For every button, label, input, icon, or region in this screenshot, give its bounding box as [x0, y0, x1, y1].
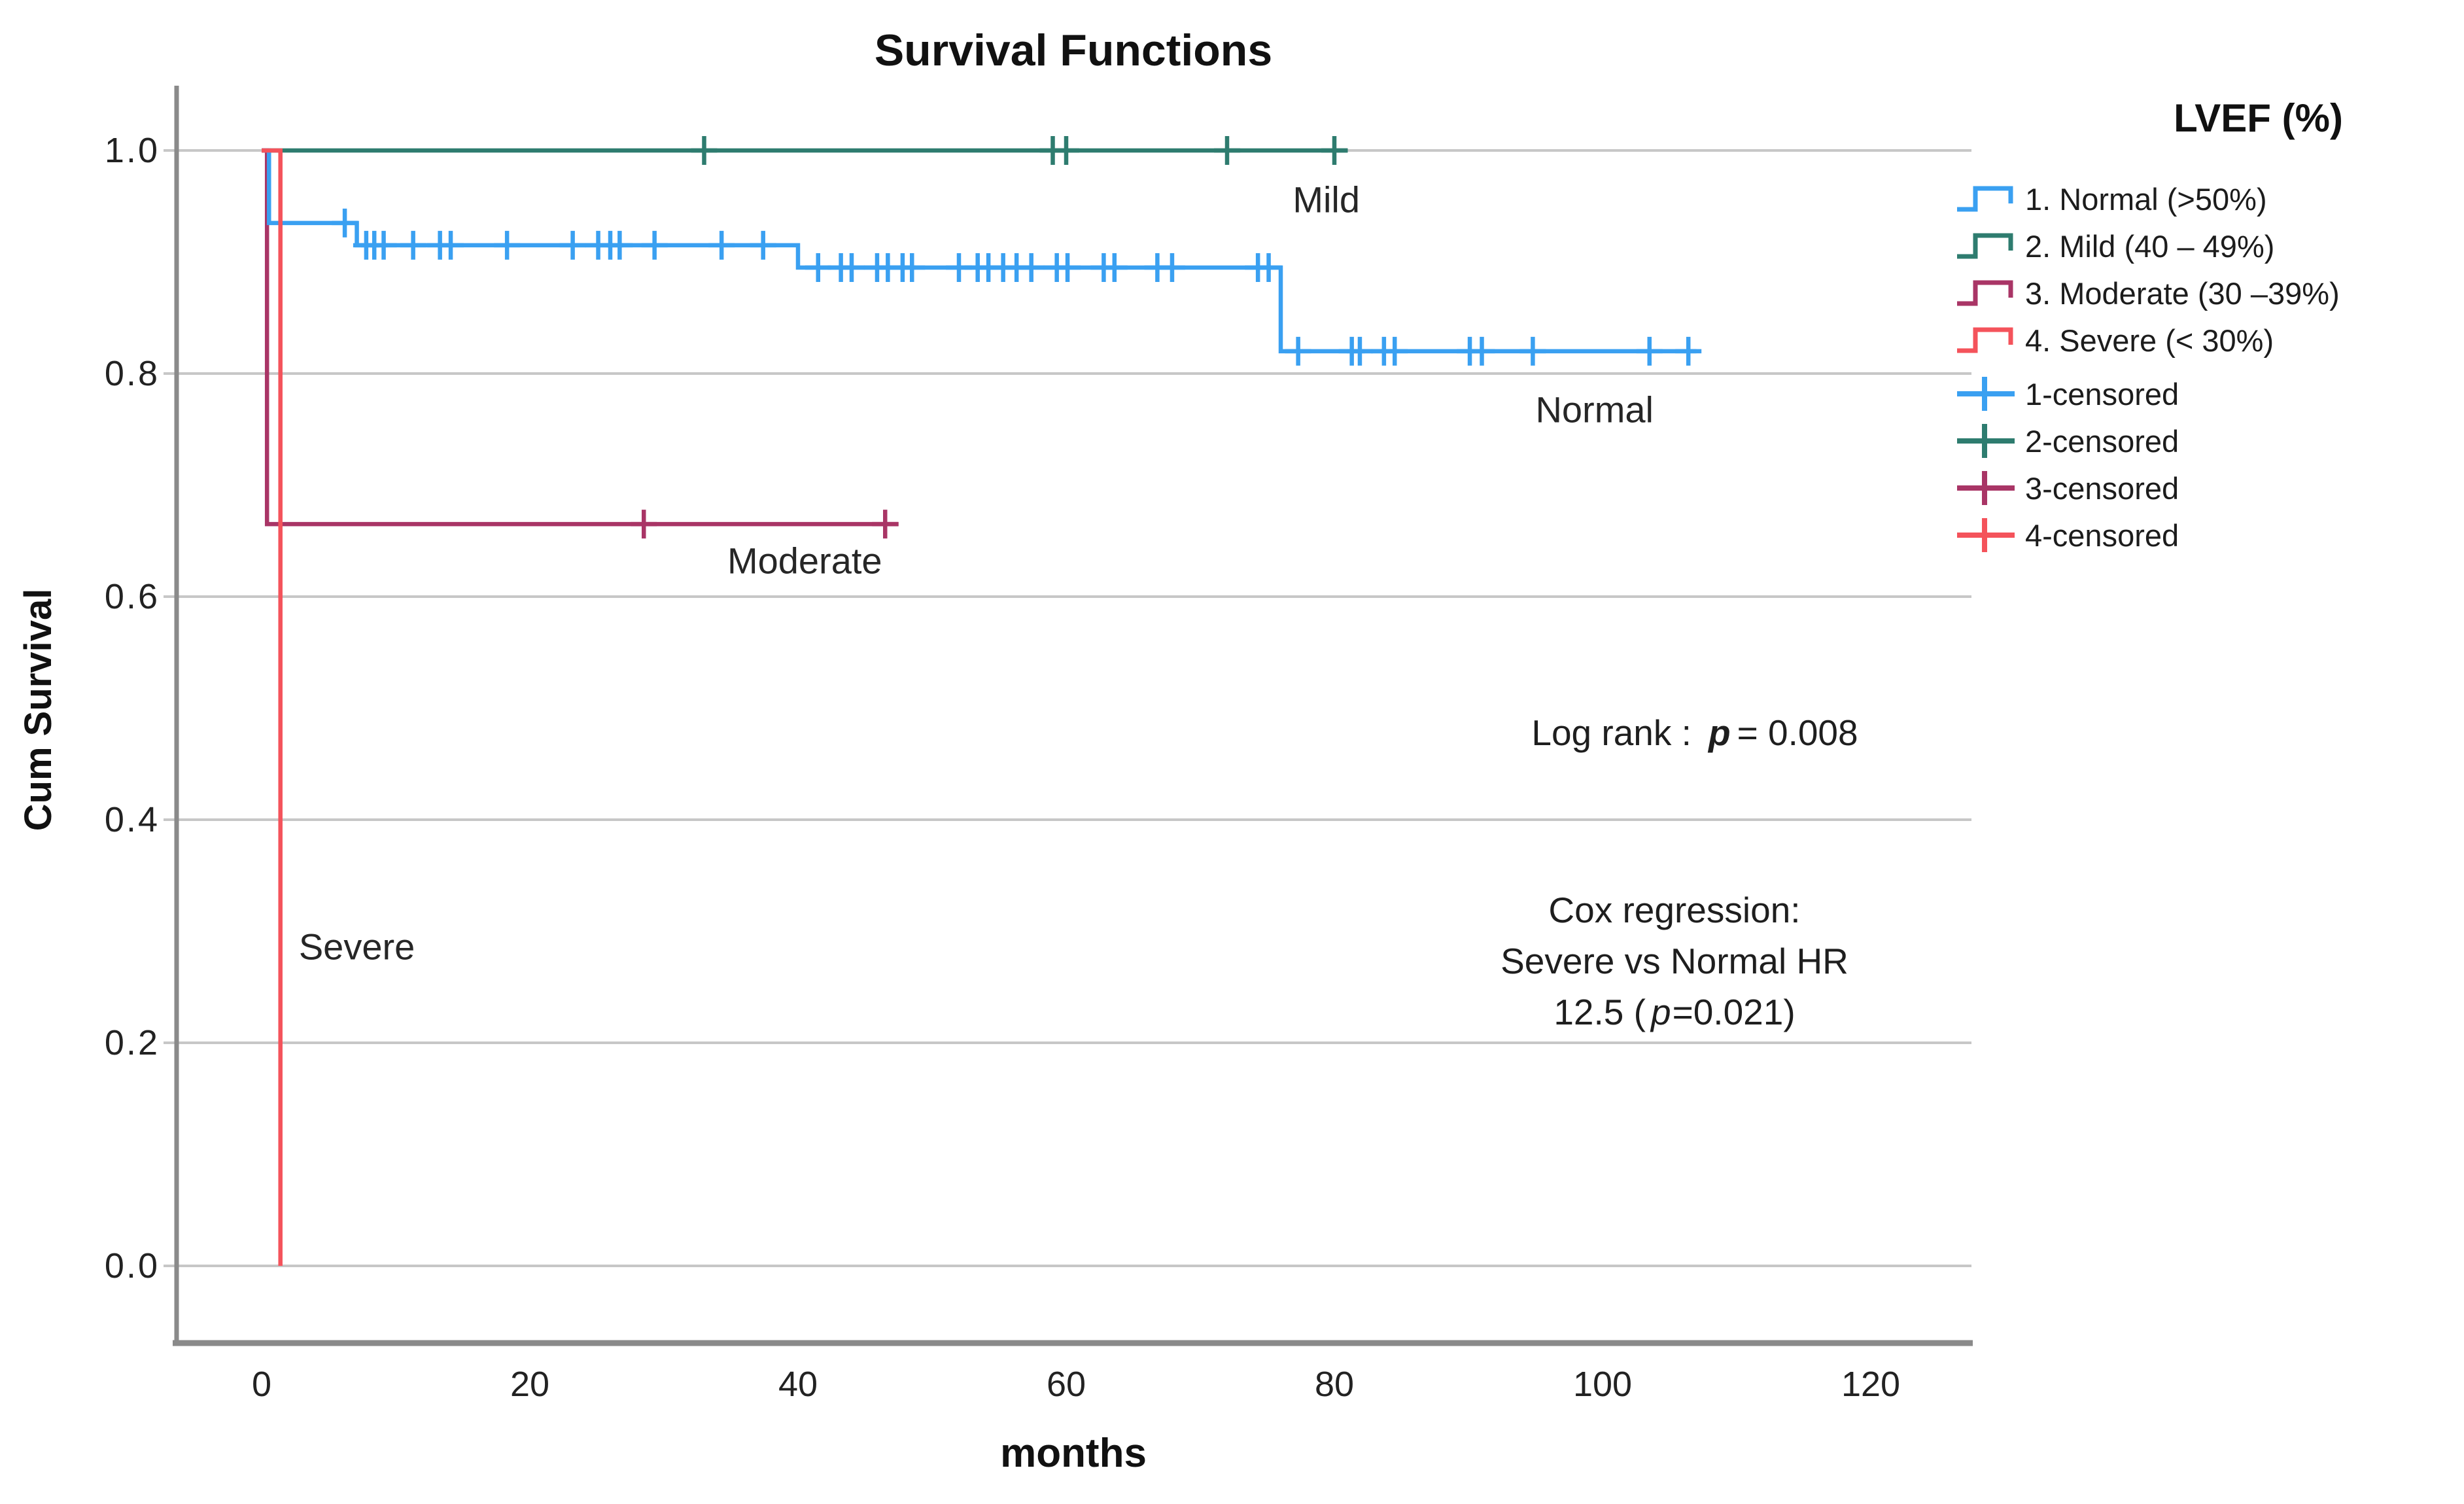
y-tick-label-0.0: 0.0 [104, 1246, 160, 1285]
curve-normal [262, 148, 1697, 354]
legend-censored-plus-icon [1957, 377, 2015, 411]
legend-item-8: 4-censored [1954, 516, 2464, 554]
legend-step-line-icon [1957, 280, 2013, 306]
legend-step-line-icon [1957, 327, 2013, 353]
cox-line-1: Cox regression: [1548, 890, 1801, 930]
y-tick-label-0.8: 0.8 [104, 354, 160, 393]
legend-items: 1. Normal (>50%) 2. Mild (40 – 49%) 3. Mod… [1954, 180, 2464, 554]
legend-censored-plus-icon [1957, 518, 2015, 552]
y-tick-label-0.6: 0.6 [104, 577, 160, 616]
legend-item-label: 4-censored [2025, 517, 2179, 553]
curve-label-severe: Severe [298, 926, 415, 968]
legend-step-line-icon [1957, 186, 2013, 212]
log-rank-annotation: Log rank : p = 0.008 [1414, 712, 1976, 754]
legend-item-label: 1. Normal (>50%) [2025, 181, 2267, 217]
legend-item-7: 3-censored [1954, 469, 2464, 507]
y-tick-label-1.0: 1.0 [104, 131, 160, 170]
cox-hr-value: 12.5 ( [1553, 992, 1646, 1032]
legend-item-1: 1. Normal (>50%) [1954, 180, 2464, 218]
legend-item-3: 3. Moderate (30 –39%) [1954, 274, 2464, 312]
x-tick-label-20: 20 [510, 1365, 550, 1404]
y-tick-label-0.2: 0.2 [104, 1023, 160, 1062]
x-axis-title: months [1000, 1431, 1147, 1476]
legend-item-5: 1-censored [1954, 375, 2464, 413]
curve-label-mild: Mild [1293, 179, 1361, 220]
cox-line-2: Severe vs Normal HR [1501, 941, 1848, 981]
x-tick-label-100: 100 [1572, 1365, 1633, 1404]
cox-regression-annotation: Cox regression: Severe vs Normal HR 12.5… [1383, 884, 1966, 1038]
log-rank-value: = 0.008 [1737, 712, 1858, 753]
y-axis-title: Cum Survival [17, 588, 60, 831]
curve-severe [262, 148, 283, 1266]
x-tick-label-120: 120 [1841, 1365, 1901, 1404]
legend-item-label: 2. Mild (40 – 49%) [2025, 228, 2275, 264]
legend-item-label: 3. Moderate (30 –39%) [2025, 275, 2340, 311]
x-tick-label-60: 60 [1046, 1365, 1086, 1404]
x-tick-label-40: 40 [778, 1365, 818, 1404]
log-rank-prefix: Log rank : [1531, 712, 1692, 753]
cox-line-3: 12.5 (p=0.021) [1383, 987, 1966, 1038]
chart-title: Survival Functions [874, 26, 1273, 75]
legend-item-label: 3-censored [2025, 470, 2179, 506]
legend-step-line-icon [1957, 233, 2013, 259]
curve-label-normal: Normal [1535, 389, 1654, 430]
legend-censored-plus-icon [1957, 471, 2015, 505]
cox-p-value: =0.021) [1672, 992, 1796, 1032]
curve-moderate [262, 148, 899, 527]
curve-label-moderate: Moderate [727, 540, 882, 582]
legend-item-label: 2-censored [2025, 423, 2179, 459]
log-rank-p-symbol: p [1708, 712, 1731, 753]
legend-item-label: 1-censored [2025, 376, 2179, 411]
x-tick-label-80: 80 [1314, 1365, 1355, 1404]
legend-censored-plus-icon [1957, 424, 2015, 458]
legend-item-label: 4. Severe (< 30%) [2025, 323, 2274, 358]
legend-item-6: 2-censored [1954, 422, 2464, 460]
legend-item-2: 2. Mild (40 – 49%) [1954, 227, 2464, 265]
cox-p-symbol: p [1650, 992, 1671, 1032]
legend-title: LVEF (%) [2174, 96, 2343, 140]
legend-item-4: 4. Severe (< 30%) [1954, 321, 2464, 359]
legend: LVEF (%) 1. Normal (>50%) 2. Mild (40 – 4… [1954, 96, 2464, 563]
y-tick-label-0.4: 0.4 [104, 800, 160, 839]
x-tick-label-0: 0 [251, 1365, 272, 1404]
